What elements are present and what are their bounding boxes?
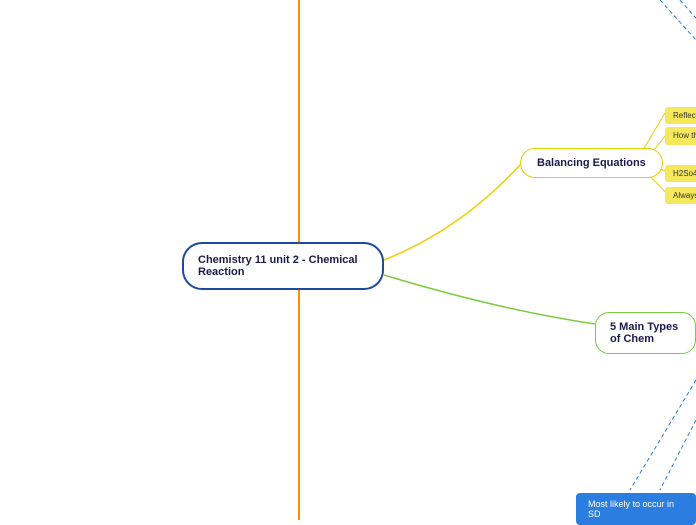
balancing-node[interactable]: Balancing Equations <box>520 148 663 178</box>
center-title: Chemistry 11 unit 2 - Chemical Reaction <box>198 254 358 278</box>
leaf-item[interactable]: H2So4+2Na <box>665 165 696 182</box>
leaf-text: How the sa product sid <box>673 131 696 140</box>
types-node[interactable]: 5 Main Types of Chem <box>595 312 696 354</box>
bottom-label: Most likely to occur in SD <box>588 499 674 519</box>
leaf-text: H2So4+2Na <box>673 169 696 178</box>
bottom-node[interactable]: Most likely to occur in SD <box>576 493 696 525</box>
leaf-text: Always bala <box>673 191 696 200</box>
types-title: 5 Main Types of Chem <box>610 321 678 345</box>
leaf-item[interactable]: How the sa product sid <box>665 127 696 145</box>
leaf-item[interactable]: Always bala <box>665 187 696 204</box>
balancing-title: Balancing Equations <box>537 157 646 169</box>
leaf-item[interactable]: Reflects the <box>665 107 696 124</box>
center-node[interactable]: Chemistry 11 unit 2 - Chemical Reaction <box>182 242 384 290</box>
leaf-text: Reflects the <box>673 111 696 120</box>
